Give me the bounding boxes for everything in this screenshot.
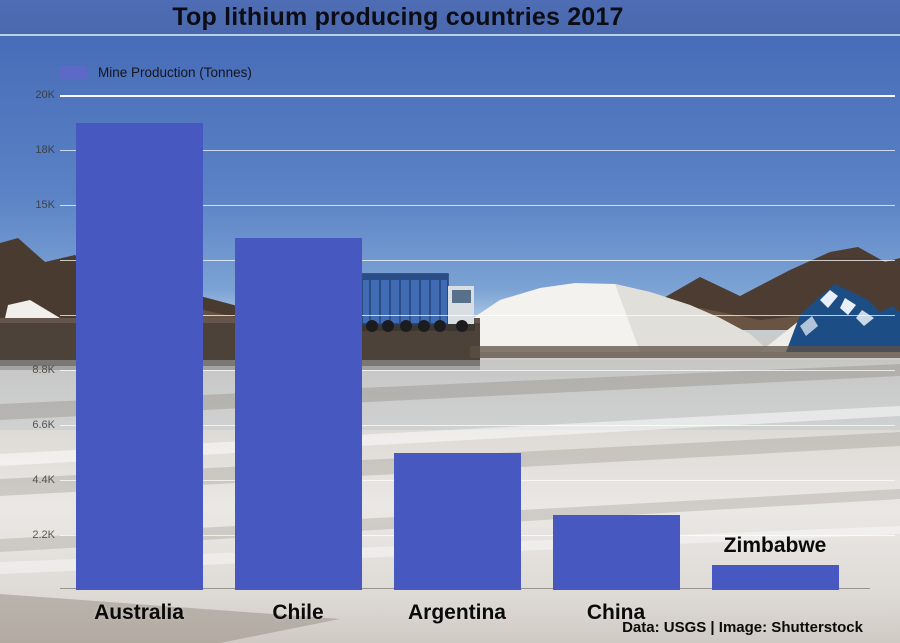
legend: Mine Production (Tonnes) [60, 65, 252, 80]
gridline [60, 370, 895, 371]
category-label-china: China [586, 601, 646, 624]
gridline [60, 95, 895, 97]
y-tick-label: 18K [35, 144, 55, 156]
bar-china [552, 515, 680, 590]
y-tick-label: 4.4K [32, 474, 55, 486]
credit-text: Data: USGS | Image: Shutterstock [622, 619, 863, 636]
bar-australia [75, 122, 203, 590]
category-label-chile: Chile [272, 601, 324, 624]
chart-title-bar: Top lithium producing countries 2017 [0, 0, 900, 36]
gridline [60, 150, 895, 151]
y-tick-label: 2.2K [32, 529, 55, 541]
gridline [60, 315, 895, 316]
gridline [60, 205, 895, 206]
legend-swatch-icon [60, 66, 87, 79]
y-tick-label: 6.6K [32, 419, 55, 431]
gridline [60, 260, 895, 261]
bar-chile [234, 237, 362, 590]
bar-argentina [393, 452, 521, 590]
category-label-argentina: Argentina [407, 601, 506, 624]
legend-label: Mine Production (Tonnes) [98, 65, 252, 80]
category-label-zimbabwe: Zimbabwe [723, 534, 827, 557]
gridline [60, 425, 895, 426]
y-tick-label: 20K [35, 89, 55, 101]
bar-zimbabwe [711, 565, 839, 590]
blue-mountain-graphic [786, 284, 900, 352]
category-label-australia: Australia [94, 601, 184, 624]
y-tick-label: 15K [35, 199, 55, 211]
y-tick-label: 8.8K [32, 364, 55, 376]
page-title: Top lithium producing countries 2017 [172, 2, 624, 31]
